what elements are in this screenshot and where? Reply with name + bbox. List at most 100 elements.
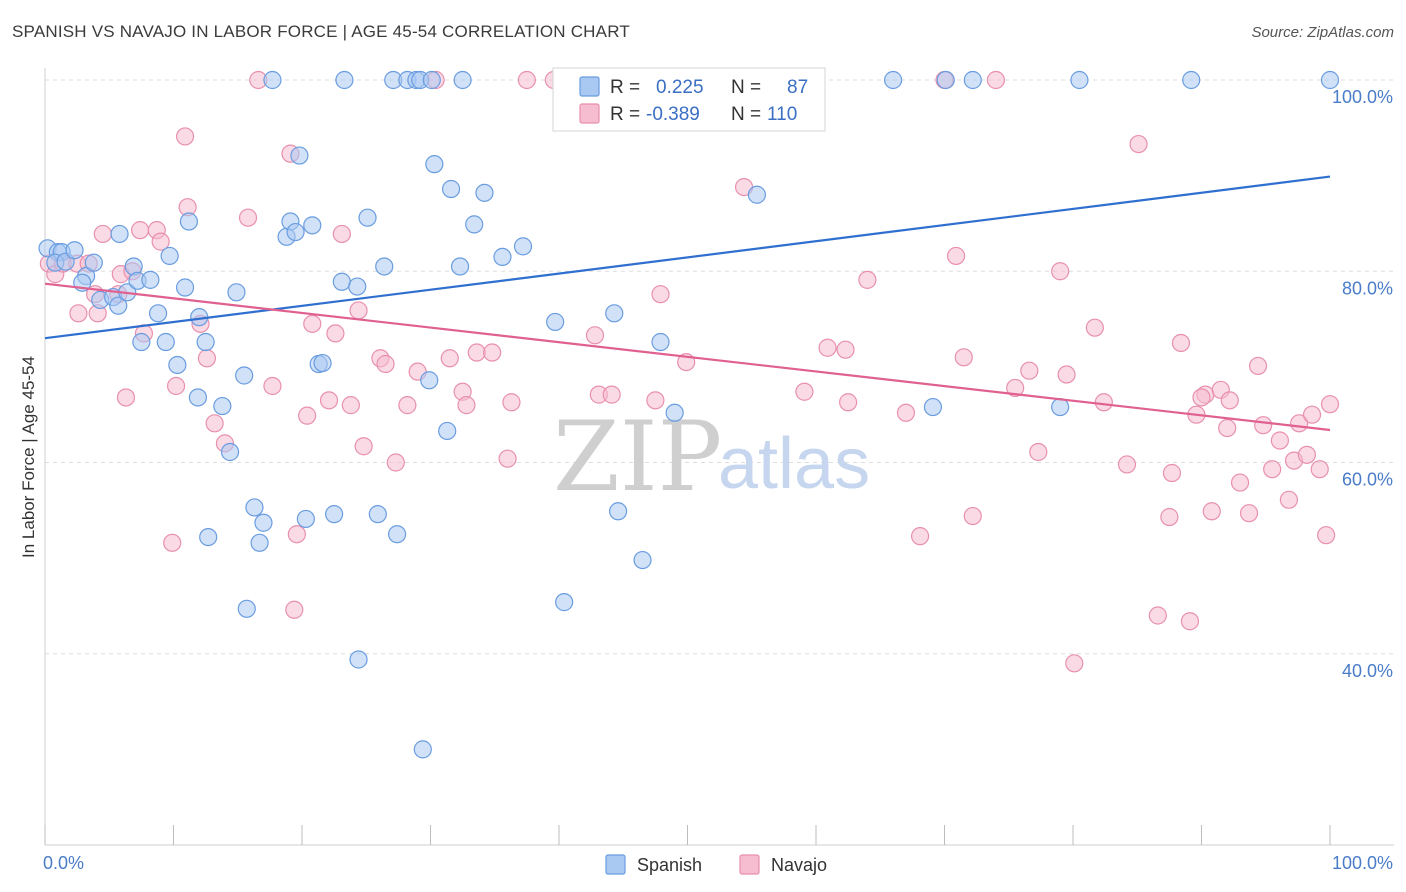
watermark-zip: ZIP: [553, 401, 722, 513]
navajo-point: [116, 388, 136, 407]
spanish-point: [358, 208, 377, 227]
navajo-point: [1220, 391, 1239, 410]
trend-lines: [44, 175, 1331, 432]
spanish-point: [453, 70, 472, 90]
spanish-point: [188, 388, 208, 407]
spanish-point: [1051, 397, 1070, 417]
navajo-point: [498, 449, 517, 468]
navajo-trend-line: [44, 282, 1331, 432]
spanish-point: [263, 70, 282, 90]
navajo-point: [1254, 416, 1273, 435]
navajo-point: [341, 396, 360, 415]
navajo-point: [1263, 460, 1282, 479]
stats-legend-box: R = 0.225 N = 87 R = -0.389 N = 110: [552, 67, 826, 132]
source-label: Source: ZipAtlas.com: [1251, 24, 1394, 41]
y-tick-label: 40.0%: [1342, 661, 1393, 681]
navajo-point: [1129, 134, 1148, 154]
navajo-point: [166, 376, 186, 396]
x-tick-label-max: 100.0%: [1332, 853, 1393, 873]
spanish-point: [335, 70, 354, 90]
spanish-point: [168, 355, 187, 375]
navajo-point: [1202, 502, 1221, 521]
spanish-point: [132, 332, 151, 352]
navajo-point: [332, 224, 351, 244]
spanish-point: [438, 421, 457, 441]
spanish-point: [227, 283, 246, 302]
navajo-point: [1160, 507, 1179, 527]
spanish-point: [475, 183, 494, 202]
navajo-point: [326, 324, 345, 343]
chart-title: SPANISH VS NAVAJO IN LABOR FORCE | AGE 4…: [12, 22, 630, 41]
legend-spanish-swatch: [605, 854, 626, 875]
navajo-point: [1117, 455, 1137, 474]
navajo-point: [646, 391, 665, 410]
navajo-point: [440, 349, 459, 368]
spanish-point: [348, 277, 367, 296]
navajo-point: [910, 527, 930, 546]
navajo-point: [946, 246, 966, 266]
spanish-point: [303, 216, 322, 235]
legend-navajo-label: Navajo: [771, 855, 827, 875]
navajo-point: [1020, 361, 1039, 380]
spanish-point: [220, 442, 240, 462]
navajo-point: [151, 232, 170, 251]
navajo-r-value: -0.389: [646, 104, 700, 125]
navajo-point: [130, 221, 150, 240]
navajo-point: [858, 270, 877, 289]
navajo-point: [1006, 378, 1025, 398]
navajo-point: [287, 525, 306, 544]
navajo-point: [1029, 442, 1048, 462]
spanish-point: [84, 253, 103, 272]
spanish-point: [235, 366, 254, 385]
navajo-point: [467, 343, 486, 362]
navajo-point: [963, 506, 982, 526]
spanish-point: [250, 533, 269, 552]
spanish-point: [325, 505, 344, 524]
navajo-n-label: N =: [731, 104, 761, 125]
navajo-point: [483, 343, 502, 362]
spanish-point: [651, 332, 670, 352]
spanish-point: [513, 237, 533, 256]
navajo-point: [175, 127, 195, 146]
navajo-point: [354, 437, 373, 456]
navajo-point: [1171, 333, 1191, 353]
navajo-point: [349, 301, 368, 320]
navajo-point: [457, 396, 476, 415]
spanish-point: [156, 332, 175, 352]
spanish-n-value: 87: [787, 77, 808, 98]
navajo-point: [1094, 393, 1113, 412]
navajo-swatch: [579, 103, 600, 124]
spanish-trend-line: [44, 175, 1331, 340]
spanish-point: [605, 304, 624, 323]
navajo-point: [1248, 356, 1268, 376]
spanish-point: [420, 371, 439, 390]
navajo-point: [1057, 365, 1076, 384]
navajo-point: [839, 393, 858, 412]
navajo-point: [1148, 606, 1167, 625]
spanish-point: [332, 272, 351, 291]
navajo-point: [285, 600, 304, 619]
navajo-point: [1192, 388, 1211, 407]
spanish-point: [450, 257, 470, 276]
spanish-point: [413, 740, 432, 759]
navajo-points: [39, 70, 1340, 673]
spanish-point: [286, 222, 305, 242]
y-tick-label: 100.0%: [1332, 87, 1393, 107]
y-tick-label: 80.0%: [1342, 278, 1393, 298]
navajo-point: [205, 414, 224, 433]
spanish-point: [196, 332, 215, 352]
spanish-point: [387, 525, 407, 544]
spanish-point: [441, 179, 461, 199]
navajo-point: [298, 406, 317, 425]
spanish-point: [963, 70, 982, 90]
spanish-point: [1320, 70, 1340, 90]
navajo-point: [836, 340, 855, 359]
navajo-point: [818, 338, 837, 357]
navajo-point: [386, 453, 405, 472]
spanish-point: [465, 215, 484, 234]
spanish-point: [936, 70, 955, 90]
watermark-atlas: atlas: [718, 424, 870, 504]
spanish-point: [665, 403, 684, 422]
spanish-point: [254, 513, 273, 532]
